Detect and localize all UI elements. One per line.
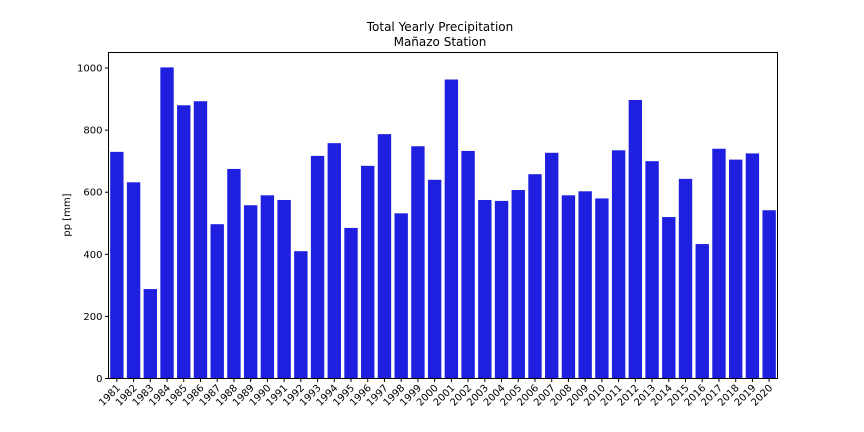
bar-2015 [678,178,693,379]
bar-1988 [227,168,241,379]
bar-2003 [478,199,492,379]
bar-2010 [595,198,609,379]
plot-frame [108,52,778,379]
bar-2019 [745,153,760,379]
y-tick-label: 0 [96,374,102,385]
bar-1995 [344,227,358,379]
bar-1999 [411,146,425,379]
y-tick-label: 800 [83,126,102,137]
bar-2007 [545,152,559,379]
bar-1994 [327,143,341,379]
bar-1981 [110,151,124,379]
y-tick-label: 400 [83,250,102,261]
bar-1982 [126,182,141,379]
bar-1993 [310,155,325,379]
bar-2006 [528,174,542,379]
y-tick-label: 1000 [77,64,102,75]
chart-title: Total Yearly Precipitation [366,20,514,34]
bar-2008 [561,195,576,379]
bar-2016 [695,244,709,379]
bar-2012 [628,100,643,379]
bar-1984 [160,67,174,379]
bar-2001 [444,79,459,379]
bar-1996 [361,165,375,379]
bar-1983 [143,289,158,379]
bars-group [110,67,776,379]
bar-2009 [578,191,592,379]
bar-2017 [712,148,726,379]
bar-1989 [243,205,258,379]
bar-2014 [662,217,676,379]
bar-2018 [728,159,743,379]
y-axis-label: pp [mm] [62,193,73,236]
y-tick-label: 600 [83,188,102,199]
chart-subtitle: Mañazo Station [394,35,487,49]
y-ticks-group: 0 200 400 600 800 1000 [77,64,109,385]
bar-1987 [210,224,224,379]
x-ticks-group: 1981198219831984198519861987198819891990… [97,378,775,409]
bar-1985 [177,105,191,379]
bar-2020 [762,210,776,379]
bar-2013 [645,161,659,379]
bar-2011 [611,150,626,379]
bar-1998 [394,213,408,379]
bar-2004 [494,200,509,379]
bar-1997 [377,134,392,379]
y-tick-label: 200 [83,312,102,323]
bar-1992 [294,251,308,379]
bar-1991 [277,199,291,379]
bar-1990 [260,195,275,379]
bar-2000 [427,179,442,379]
bar-2005 [511,190,525,379]
bar-1986 [193,101,208,379]
bar-2002 [461,150,475,379]
